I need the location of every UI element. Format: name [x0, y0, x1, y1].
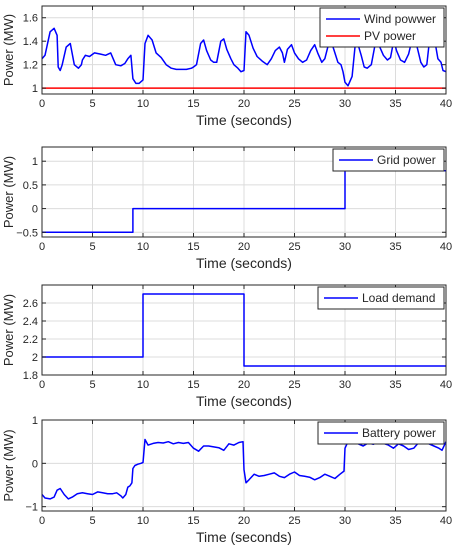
series-line-load-demand [42, 293, 446, 367]
x-tick-label: 10 [137, 379, 149, 391]
x-tick-label: 5 [89, 515, 95, 527]
x-tick-label: 20 [238, 241, 250, 253]
legend-entry: PV power [364, 29, 416, 43]
chart-panel-3: 0 5 10 15 20 25 30 35 40 1.8 2 2.2 2.4 2.6 Time (secon… [1, 284, 452, 409]
x-tick-label: 25 [288, 515, 300, 527]
x-tick-label: 30 [339, 98, 351, 110]
y-tick-label: 1 [32, 83, 38, 95]
legend-box [332, 148, 445, 172]
x-tick-label: 0 [39, 515, 45, 527]
y-tick-label: −0.5 [16, 227, 38, 239]
legend-entry: Battery power [362, 426, 436, 440]
x-tick-label: 40 [440, 241, 452, 253]
x-tick-label: 15 [187, 379, 199, 391]
y-tick-label: 2.4 [23, 316, 38, 328]
x-tick-label: 15 [187, 515, 199, 527]
y-axis-label: Power (MW) [1, 429, 16, 501]
x-tick-label: 15 [187, 98, 199, 110]
y-tick-label: 2 [32, 352, 38, 364]
y-tick-label: 0 [32, 458, 38, 470]
x-tick-label: 5 [89, 379, 95, 391]
y-tick-label: 1.2 [23, 60, 38, 72]
x-axis-label: Time (seconds) [196, 393, 292, 409]
y-tick-label: 2.6 [23, 298, 38, 310]
x-tick-label: 30 [339, 379, 351, 391]
y-tick-label: 1.8 [23, 370, 38, 382]
x-tick-label: 35 [389, 515, 401, 527]
x-tick-label: 15 [187, 241, 199, 253]
x-tick-label: 30 [339, 515, 351, 527]
x-tick-label: 0 [39, 379, 45, 391]
x-tick-label: 30 [339, 241, 351, 253]
x-tick-label: 35 [389, 98, 401, 110]
x-tick-label: 35 [389, 379, 401, 391]
y-tick-label: 0 [32, 204, 38, 216]
x-tick-label: 10 [137, 98, 149, 110]
x-axis-label: Time (seconds) [196, 112, 292, 128]
legend-box [319, 7, 445, 48]
x-tick-label: 25 [288, 241, 300, 253]
x-tick-label: 5 [89, 241, 95, 253]
x-tick-label: 0 [39, 98, 45, 110]
x-tick-label: 5 [89, 98, 95, 110]
y-tick-label: 0.5 [23, 180, 38, 192]
x-tick-label: 20 [238, 379, 250, 391]
y-axis-label: Power (MW) [1, 14, 16, 86]
y-tick-label: −1 [25, 502, 38, 514]
x-tick-label: 25 [288, 98, 300, 110]
chart-panel-1: 0 5 10 15 20 25 30 35 40 1 1.2 1.4 1.6 Time (seconds)… [1, 5, 452, 128]
legend: Grid power [332, 148, 445, 172]
x-tick-label: 25 [288, 379, 300, 391]
series-line-wind-powwer [41, 27, 447, 87]
x-axis-label: Time (seconds) [196, 529, 292, 545]
legend: Load demand [317, 286, 445, 310]
legend-entry: Wind powwer [364, 12, 436, 26]
x-tick-label: 20 [238, 515, 250, 527]
x-tick-label: 40 [440, 379, 452, 391]
legend-entry: Load demand [362, 291, 435, 305]
x-tick-label: 40 [440, 98, 452, 110]
x-tick-label: 10 [137, 241, 149, 253]
y-axis-label: Power (MW) [1, 156, 16, 228]
legend-box [317, 286, 445, 310]
y-axis-label: Power (MW) [1, 294, 16, 366]
y-tick-label: 1 [32, 415, 38, 427]
x-tick-label: 0 [39, 241, 45, 253]
y-tick-label: 1.4 [23, 36, 38, 48]
y-tick-label: 2.2 [23, 334, 38, 346]
legend: Wind powwer PV power [319, 7, 445, 48]
legend-entry: Grid power [377, 153, 436, 167]
x-tick-label: 10 [137, 515, 149, 527]
x-tick-label: 20 [238, 98, 250, 110]
x-tick-label: 40 [440, 515, 452, 527]
legend: Battery power [317, 421, 445, 445]
y-tick-label: 1.6 [23, 13, 38, 25]
x-axis-label: Time (seconds) [196, 255, 292, 271]
y-tick-label: 1 [32, 156, 38, 168]
legend-box [317, 421, 445, 445]
x-tick-label: 35 [389, 241, 401, 253]
